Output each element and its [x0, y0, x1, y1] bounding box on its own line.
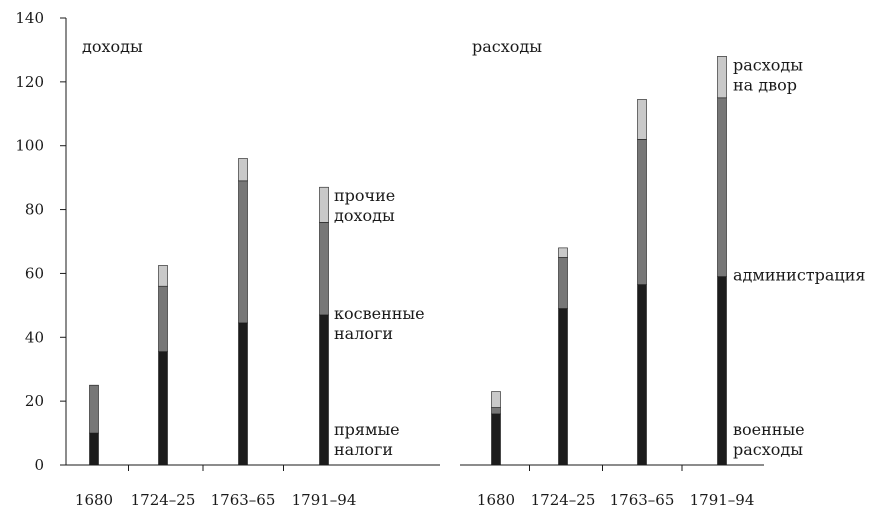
- x-tick-label: 1791–94: [690, 491, 755, 509]
- bar-segment: [491, 407, 501, 415]
- series-label: администрация: [733, 266, 865, 285]
- bar-segment: [319, 222, 329, 316]
- x-tick-label: 1791–94: [292, 491, 357, 509]
- bar-segment: [637, 139, 647, 285]
- bar-segment: [558, 308, 568, 466]
- bar-segment: [491, 413, 501, 466]
- y-tick-label: 100: [15, 137, 44, 155]
- bar-segment: [491, 391, 501, 408]
- bar-segment: [717, 276, 727, 466]
- bar-segment: [717, 56, 727, 99]
- bar-segment: [158, 265, 168, 287]
- bar-segment: [158, 351, 168, 466]
- bar-segment: [238, 322, 248, 466]
- x-tick-label: 1724–25: [531, 491, 596, 509]
- x-tick-label: 1763–65: [211, 491, 276, 509]
- bar-segment: [558, 257, 568, 309]
- series-label: прямые: [334, 420, 400, 439]
- bar-segment: [637, 99, 647, 140]
- bar-segment: [319, 314, 329, 466]
- series-label: военные: [733, 420, 805, 439]
- x-tick-label: 1724–25: [131, 491, 196, 509]
- bar-segment: [158, 285, 168, 352]
- series-label: на двор: [733, 75, 797, 94]
- y-tick-label: 120: [15, 73, 44, 91]
- x-tick-label: 1763–65: [610, 491, 675, 509]
- bar-segment: [717, 97, 727, 277]
- bar-segment: [89, 384, 99, 434]
- series-label: расходы: [733, 440, 803, 459]
- y-tick-label: 80: [25, 201, 44, 219]
- series-label: налоги: [334, 440, 393, 459]
- y-tick-label: 140: [15, 9, 44, 27]
- series-label: прочие: [334, 186, 395, 205]
- bar-segment: [238, 158, 248, 182]
- bar-segment: [637, 284, 647, 466]
- x-tick-label: 1680: [75, 491, 113, 509]
- series-label: расходы: [733, 55, 803, 74]
- panel-title: расходы: [472, 37, 542, 56]
- bar-segment: [319, 186, 329, 223]
- series-label: налоги: [334, 324, 393, 343]
- y-tick-label: 40: [25, 328, 44, 346]
- series-label: доходы: [334, 206, 395, 225]
- y-tick-label: 0: [34, 456, 44, 474]
- bar-segment: [558, 247, 568, 258]
- x-tick-label: 1680: [477, 491, 515, 509]
- bar-segment: [238, 180, 248, 324]
- series-label: косвенные: [334, 304, 425, 323]
- panel-title: доходы: [82, 37, 143, 56]
- bar-segment: [89, 432, 99, 466]
- y-tick-label: 60: [25, 264, 44, 282]
- y-tick-label: 20: [25, 392, 44, 410]
